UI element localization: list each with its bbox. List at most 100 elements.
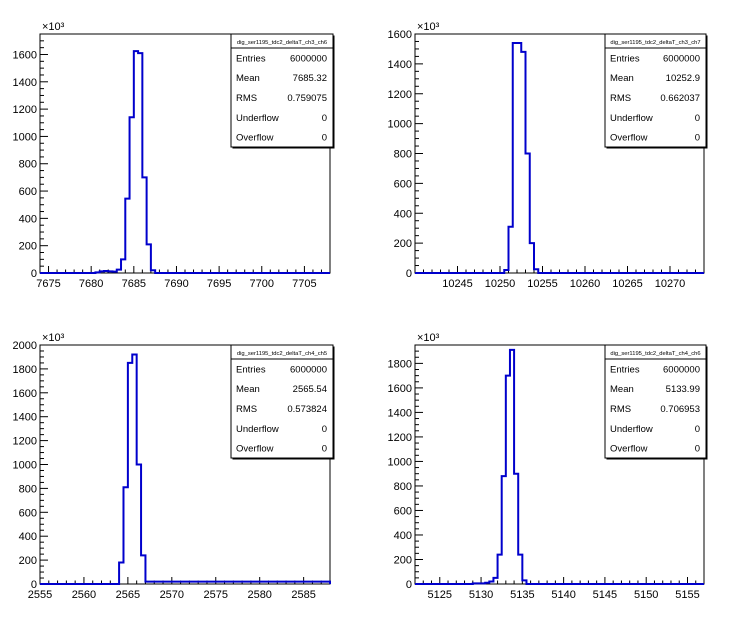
stats-value: 6000000 [290, 53, 327, 64]
stats-label: Overflow [236, 133, 274, 144]
stats-box-shadow [333, 346, 335, 460]
stats-box-frame [604, 344, 707, 459]
x-tick-label: 5145 [593, 589, 617, 601]
y-tick-label: 1400 [388, 59, 412, 71]
y-tick-label: 1600 [13, 388, 37, 400]
stats-box: dig_ser1195_tdc2_deltaT_ch3_ch7 Entries 60… [604, 33, 708, 149]
stats-value: 0 [322, 424, 327, 435]
y-tick-label: 800 [19, 159, 37, 171]
histogram-series [415, 348, 704, 585]
y-tick-label: 400 [394, 208, 412, 220]
stats-label: Underflow [236, 113, 279, 124]
stats-value: 0 [695, 444, 700, 455]
histogram-panel-1: 7675 7680 7685 7690 7695 7700 7705 0 200 400 600 80… [13, 21, 335, 290]
y-tick-label: 600 [19, 186, 37, 198]
stats-label: RMS [610, 404, 631, 415]
y-tick-label: 2000 [13, 340, 37, 352]
x-tick-label: 10245 [442, 278, 473, 290]
stats-value: 6000000 [663, 53, 700, 64]
y-tick-label: 1400 [13, 412, 37, 424]
y-tick-label: 1800 [13, 364, 37, 376]
y-tick-label: 800 [19, 483, 37, 495]
stats-box: dig_ser1195_tdc2_deltaT_ch3_ch6 Entries 60… [230, 33, 335, 149]
y-tick-label: 600 [19, 507, 37, 519]
histogram-panel-3: 2555 2560 2565 2570 2575 2580 2585 0 200 400 600 80… [13, 332, 335, 601]
x-tick-label: 5125 [428, 589, 452, 601]
y-tick-label: 1400 [388, 407, 412, 419]
y-tick-label: 400 [19, 531, 37, 543]
stats-label: Entries [610, 364, 640, 375]
x-tick-label: 10255 [527, 278, 558, 290]
histogram-series [40, 353, 331, 585]
y-tick-label: 400 [19, 213, 37, 225]
x-tick-label: 7680 [79, 278, 103, 290]
y-tick-label: 0 [406, 579, 412, 591]
y-tick-label: 1200 [13, 436, 37, 448]
x-tick-label: 5150 [634, 589, 658, 601]
y-tick-label: 1000 [388, 456, 412, 468]
y-exponent-label: ×10³ [417, 21, 440, 33]
y-tick-label: 1400 [13, 77, 37, 89]
stats-label: Underflow [610, 113, 653, 124]
stats-value: 5133.99 [666, 384, 700, 395]
x-tick-label: 5135 [510, 589, 534, 601]
y-exponent-label: ×10³ [42, 21, 65, 33]
y-tick-label: 800 [394, 149, 412, 161]
x-tick-label: 10250 [485, 278, 516, 290]
y-tick-label: 1800 [388, 358, 412, 370]
stats-label: RMS [610, 93, 631, 104]
stats-box-frame [230, 33, 334, 148]
x-tick-label: 5155 [675, 589, 699, 601]
stats-value: 0 [695, 424, 700, 435]
y-tick-label: 1600 [388, 383, 412, 395]
stats-value: 6000000 [290, 364, 327, 375]
stats-value: 0.706953 [660, 404, 700, 415]
x-tick-label: 7690 [164, 278, 188, 290]
x-tick-label: 10270 [655, 278, 686, 290]
stats-label: Mean [236, 73, 260, 84]
stats-box-shadow [606, 458, 708, 460]
y-tick-label: 1200 [388, 432, 412, 444]
x-tick-label: 7685 [122, 278, 146, 290]
stats-value: 10252.9 [666, 73, 700, 84]
x-tick-label: 2585 [291, 589, 315, 601]
stats-value: 0 [695, 113, 700, 124]
y-tick-label: 1200 [388, 89, 412, 101]
stats-value: 0 [322, 133, 327, 144]
x-tick-label: 5140 [551, 589, 575, 601]
x-tick-label: 7705 [292, 278, 316, 290]
x-tick-label: 2570 [160, 589, 184, 601]
stats-box-frame [230, 344, 334, 459]
histogram-panel-4: 5125 5130 5135 5140 5145 5150 5155 0 200 400 600 80… [388, 332, 708, 601]
stats-label: Mean [236, 384, 260, 395]
stats-label: RMS [236, 404, 257, 415]
x-tick-label: 5130 [469, 589, 493, 601]
stats-box-shadow [606, 147, 708, 149]
x-tick-label: 10260 [570, 278, 601, 290]
stats-box: dig_ser1195_tdc2_deltaT_ch4_ch5 Entries 60… [230, 344, 335, 460]
stats-value: 2565.54 [293, 384, 327, 395]
stats-label: Overflow [610, 133, 648, 144]
x-tick-label: 2560 [72, 589, 96, 601]
stats-box-shadow [333, 35, 335, 149]
stats-label: Overflow [236, 444, 274, 455]
stats-value: 6000000 [663, 364, 700, 375]
y-tick-label: 1000 [13, 460, 37, 472]
y-tick-label: 800 [394, 481, 412, 493]
stats-box-shadow [706, 346, 708, 460]
y-tick-label: 1000 [13, 131, 37, 143]
stats-value: 0 [695, 133, 700, 144]
y-tick-label: 1200 [13, 104, 37, 116]
stats-box-shadow [706, 35, 708, 149]
x-tick-label: 7700 [250, 278, 274, 290]
stats-label: Mean [610, 73, 634, 84]
stats-label: Underflow [610, 424, 653, 435]
stats-label: Overflow [610, 444, 648, 455]
y-tick-label: 600 [394, 178, 412, 190]
stats-name: dig_ser1195_tdc2_deltaT_ch3_ch7 [610, 40, 700, 46]
stats-box-shadow [232, 458, 335, 460]
y-tick-label: 1000 [388, 119, 412, 131]
stats-box-frame [604, 33, 707, 148]
histogram-series [40, 50, 330, 274]
